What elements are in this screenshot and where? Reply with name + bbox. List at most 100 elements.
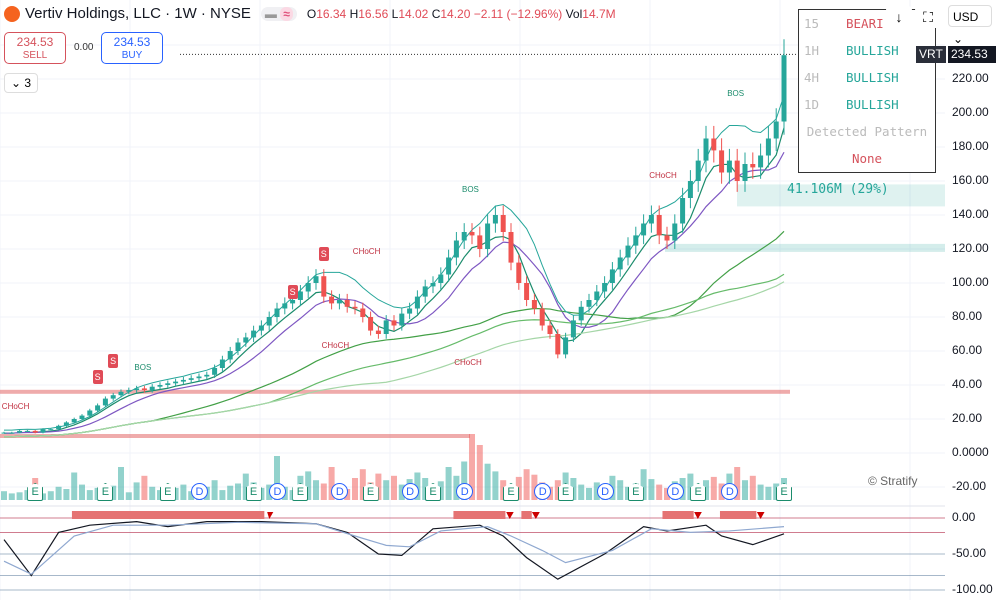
osc-y-tick-label: 0.00: [952, 510, 976, 524]
y-tick-label: 200.00: [952, 105, 989, 119]
sell-button[interactable]: 234.53 SELL: [4, 32, 66, 64]
candle-body: [773, 121, 779, 139]
candle-body: [1, 432, 7, 434]
dividend-marker[interactable]: D: [456, 483, 474, 500]
y-tick-label: 180.00: [952, 139, 989, 153]
volume-bar: [86, 490, 93, 500]
candle-body: [297, 291, 303, 300]
earnings-marker[interactable]: E: [27, 483, 44, 501]
volume-bar: [352, 478, 358, 500]
volume-bar: [476, 445, 483, 500]
dividend-marker[interactable]: D: [534, 483, 552, 500]
signal-row: 1H BULLISH: [799, 37, 935, 64]
volume-bar: [211, 480, 218, 500]
volume-bar: [141, 475, 148, 500]
oscillator-fast-line: [3, 520, 785, 580]
signal-value: BEARI: [846, 16, 884, 31]
volume-bar: [648, 479, 655, 500]
candle-body: [196, 376, 202, 379]
candle-body: [383, 320, 389, 334]
sell-signal-label[interactable]: S: [92, 369, 103, 384]
y-tick-label: -20.00: [952, 479, 987, 493]
earnings-marker[interactable]: E: [292, 483, 309, 501]
volume-bar: [578, 484, 585, 500]
candle-body: [555, 334, 561, 355]
timeframe-label: 1H: [804, 43, 820, 58]
dividend-marker[interactable]: D: [331, 483, 349, 500]
dividend-marker[interactable]: D: [596, 483, 614, 500]
volume-bar: [305, 471, 312, 500]
candle-body: [594, 291, 600, 300]
candle-body: [258, 325, 264, 331]
candle-body: [165, 383, 171, 385]
candle-body: [360, 308, 366, 317]
volume-bar: [734, 467, 741, 500]
dividend-marker[interactable]: D: [401, 483, 419, 500]
fullscreen-icon[interactable]: ⛶: [915, 6, 941, 28]
volume-bar: [79, 484, 85, 500]
y-tick-label: 140.00: [952, 207, 989, 221]
candle-body: [469, 232, 475, 236]
candle-body: [758, 155, 764, 168]
ohlc-readout: O16.34 H16.56 L14.02 C14.20 −2.11 (−12.9…: [306, 6, 616, 21]
sell-signal-label[interactable]: S: [318, 247, 329, 262]
currency-select[interactable]: USD ⌄: [948, 5, 992, 46]
candle-body: [430, 283, 436, 287]
candle-body: [477, 235, 483, 249]
structure-label: CHoCH: [352, 247, 381, 257]
earnings-marker[interactable]: E: [159, 483, 176, 501]
candle-body: [687, 181, 693, 198]
earnings-marker[interactable]: E: [557, 483, 574, 501]
volume-bar: [617, 480, 624, 500]
candle-body: [422, 286, 428, 297]
volume-zone-label: 41.106M (29%): [787, 182, 889, 197]
candle-body: [407, 308, 413, 314]
y-tick-label: 100.00: [952, 275, 989, 289]
volume-bar: [242, 473, 249, 500]
earnings-marker[interactable]: E: [245, 483, 262, 501]
last-price-tag: 234.53: [948, 46, 996, 63]
earnings-marker[interactable]: E: [776, 483, 792, 501]
earnings-marker[interactable]: E: [690, 483, 707, 501]
indicators-collapse-button[interactable]: ⌄ 3: [4, 73, 39, 93]
volume-bar: [118, 467, 124, 500]
dividend-marker[interactable]: D: [721, 483, 739, 500]
buy-button[interactable]: 234.53 BUY: [101, 32, 163, 64]
candle-body: [500, 215, 506, 232]
symbol-title[interactable]: Vertiv Holdings, LLC · 1W · NYSE: [25, 5, 251, 22]
candle-body: [173, 381, 179, 384]
earnings-marker[interactable]: E: [97, 483, 114, 501]
earnings-marker[interactable]: E: [503, 483, 519, 501]
candle-body: [570, 320, 576, 338]
earnings-marker[interactable]: E: [425, 483, 441, 501]
candle-body: [212, 368, 218, 375]
candle-body: [266, 317, 272, 326]
indicator-toggle[interactable]: ▬ ≈: [260, 6, 297, 21]
dividend-marker[interactable]: D: [191, 483, 208, 500]
candle-body: [204, 374, 210, 377]
candle-body: [703, 138, 709, 161]
volume-bar: [445, 467, 452, 500]
candle-body: [321, 276, 327, 297]
volume-bar: [180, 484, 187, 500]
sell-signal-label[interactable]: S: [287, 284, 298, 299]
signal-strip: [453, 511, 506, 519]
y-tick-label: 220.00: [952, 71, 989, 85]
symbol-header: Vertiv Holdings, LLC · 1W · NYSE ▬ ≈ O16…: [4, 5, 616, 22]
dividend-marker[interactable]: D: [666, 483, 684, 500]
earnings-marker[interactable]: E: [627, 483, 644, 501]
signal-panel: 15 BEARI 1H BULLISH 4H BULLISH 1D BULLISH Detec…: [798, 9, 936, 173]
candle-body: [609, 269, 615, 283]
candle-body: [235, 342, 241, 351]
candle-body: [399, 313, 405, 326]
candle-body: [719, 150, 725, 173]
scroll-down-icon[interactable]: ↓: [886, 6, 912, 28]
candle-body: [48, 429, 54, 431]
volume-bar: [235, 483, 241, 500]
candle-body: [87, 410, 93, 416]
detected-pattern-label: Detected Pattern: [806, 124, 928, 139]
earnings-marker[interactable]: E: [362, 483, 379, 501]
dividend-marker[interactable]: D: [269, 483, 286, 500]
sell-signal-label[interactable]: S: [108, 354, 119, 369]
